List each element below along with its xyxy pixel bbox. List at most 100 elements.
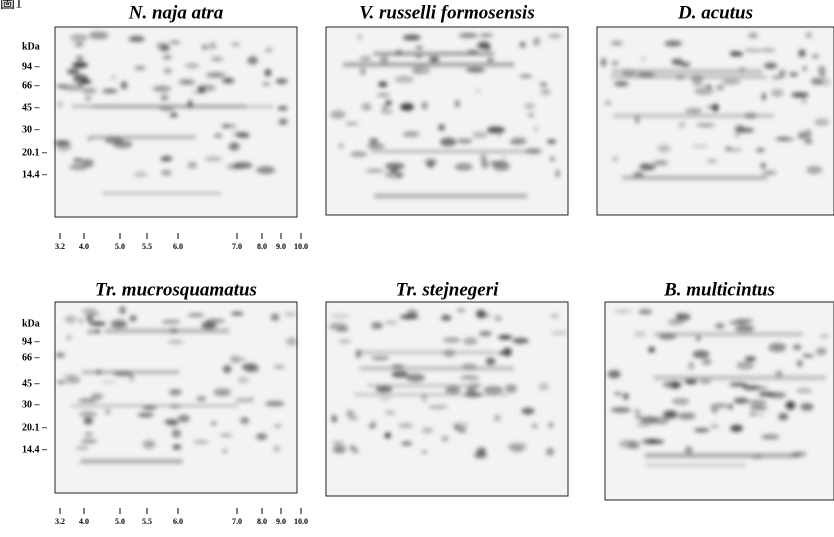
gel-spot: [376, 93, 391, 97]
gel-spot: [486, 126, 505, 134]
gel-spot: [160, 93, 169, 102]
gel-spot: [72, 61, 88, 69]
gel-spot: [728, 403, 733, 410]
gel-spot: [273, 446, 281, 452]
gel-spot: [548, 33, 562, 39]
gel-spot: [474, 452, 487, 459]
gel-spot: [382, 103, 387, 110]
gel-spot: [421, 101, 428, 110]
gel-spot: [758, 412, 765, 418]
gel-spot: [743, 48, 762, 52]
gel-band: [82, 370, 180, 374]
gel-spot: [716, 84, 725, 91]
panel-title: N. naja atra: [128, 2, 224, 23]
gel-spot: [548, 422, 554, 428]
gel-spot: [196, 396, 207, 402]
gel-spot: [361, 103, 372, 111]
gel-spot: [421, 449, 428, 454]
ph-label: 7.0: [232, 242, 242, 251]
gel-spot: [677, 412, 696, 420]
gel-spot: [480, 153, 487, 163]
gel-spot: [168, 40, 181, 45]
gel-spot: [706, 105, 713, 110]
gel-spot: [359, 56, 372, 62]
gel-spot: [93, 329, 101, 334]
gel-spot: [84, 432, 94, 437]
gel-spot: [441, 435, 449, 442]
gel-spot: [119, 306, 126, 315]
ph-label: 5.5: [142, 517, 152, 526]
gel-spot: [813, 118, 830, 126]
gel-spot: [128, 36, 145, 42]
gel-spot: [761, 92, 767, 101]
gel-spot: [371, 322, 383, 329]
gel-spot: [710, 424, 719, 429]
ph-label: 7.0: [232, 517, 242, 526]
gel-spot: [172, 444, 182, 450]
gel-spot: [497, 132, 502, 137]
gel-spot: [778, 69, 786, 78]
gel-spot: [791, 92, 809, 98]
gel-band: [71, 404, 239, 407]
gel-spot: [79, 410, 97, 418]
gel-spot: [129, 374, 134, 382]
gel-spot: [734, 127, 755, 133]
gel-spot: [275, 78, 288, 85]
gel-spot: [678, 121, 686, 129]
gel-spot: [284, 312, 297, 317]
panel-title: Tr. stejnegeri: [396, 279, 499, 300]
gel-spot: [205, 318, 226, 324]
gel-spot: [775, 136, 790, 141]
gel-spot: [485, 357, 496, 366]
ph-label: 5.0: [115, 242, 125, 251]
gel-spot: [531, 424, 538, 428]
gel-spot: [675, 313, 691, 321]
gel-spot: [231, 123, 236, 129]
gel-spot: [734, 132, 740, 138]
gel-spot: [161, 319, 181, 325]
gel-spot: [804, 129, 812, 139]
gel-spot: [187, 161, 197, 169]
gel-spot: [64, 315, 77, 324]
gel-spot: [604, 101, 612, 105]
gel-spot: [549, 157, 555, 161]
gel-spot: [221, 124, 232, 128]
ph-label: 10.0: [294, 517, 308, 526]
ph-label: 3.2: [55, 242, 65, 251]
gel-spot: [730, 424, 743, 432]
gel-spot: [86, 314, 94, 323]
gel-spot: [539, 82, 548, 87]
gel-spot: [820, 333, 829, 339]
gel-spot: [463, 337, 478, 346]
gel-spot: [391, 370, 409, 378]
gel-spot: [636, 422, 652, 427]
gel-spot: [725, 146, 732, 151]
gel-spot: [201, 44, 208, 51]
gel-spot: [187, 313, 205, 317]
gel-spot: [110, 319, 128, 329]
gel-spot: [748, 399, 768, 405]
gel-spot: [331, 441, 345, 445]
gel-spot: [705, 84, 712, 89]
gel-spot: [614, 392, 622, 396]
gel-spot: [504, 384, 518, 393]
gel-spot: [330, 110, 346, 119]
gel-spot: [80, 87, 97, 94]
gel-spot: [712, 103, 719, 112]
gel-spot: [66, 68, 80, 75]
gel-spot: [70, 33, 88, 43]
gel-spot: [497, 351, 510, 355]
gel-spot: [177, 414, 190, 423]
gel-spot: [168, 340, 184, 344]
gel-spot: [152, 85, 172, 92]
gel-spot: [692, 350, 710, 359]
gel-spot: [510, 446, 524, 453]
gel-spot: [411, 65, 431, 75]
gel-spot: [77, 83, 84, 88]
mw-label: 94 –: [22, 336, 41, 347]
gel-spot: [169, 112, 178, 118]
gel-band: [71, 104, 246, 109]
gel-spot: [770, 88, 784, 98]
gel-spot: [810, 77, 824, 86]
gel-spot: [785, 400, 796, 410]
